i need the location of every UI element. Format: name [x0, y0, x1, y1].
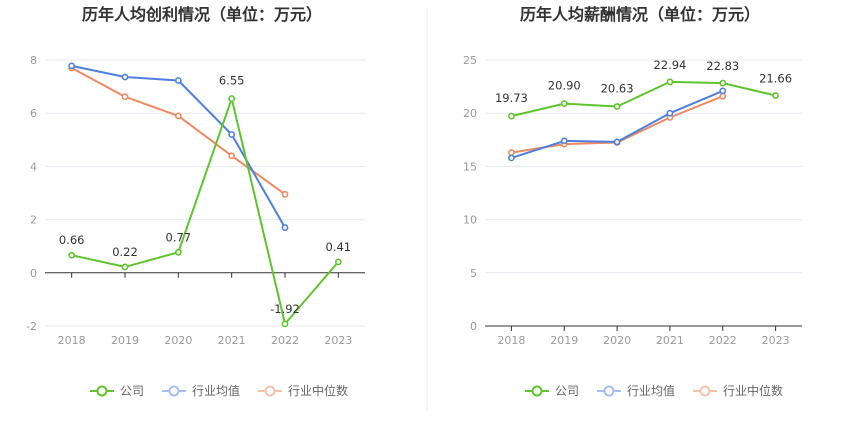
chart-title: 历年人均创利情况（单位：万元） [82, 5, 322, 24]
data-point [281, 320, 289, 328]
data-label: 0.66 [59, 233, 85, 247]
legend-marker [699, 385, 711, 397]
chart-2: 历年人均薪酬情况（单位：万元） 0 5 10 15 20 25 2018 2019 2020 202… [463, 5, 802, 398]
data-point [281, 224, 289, 231]
y-tick-label: 15 [463, 160, 477, 173]
data-point [772, 92, 779, 99]
x-tick-label: 2018 [497, 334, 525, 347]
data-label: 19.73 [495, 91, 528, 105]
data-point [666, 78, 674, 86]
y-tick-label: 8 [30, 54, 37, 67]
y-tick-label: 4 [30, 160, 37, 173]
chart-title: 历年人均薪酬情况（单位：万元） [520, 5, 760, 24]
data-label: 20.90 [548, 79, 581, 93]
data-label: 20.63 [601, 81, 634, 95]
y-tick-label: 0 [30, 267, 37, 280]
y-tick-label: 6 [30, 107, 37, 120]
series-line-1 [511, 80, 776, 118]
data-point [121, 93, 129, 101]
data-point [560, 100, 568, 108]
x-tick-label: 2019 [550, 334, 578, 347]
data-point [334, 258, 342, 266]
data-point [68, 62, 76, 70]
data-point [719, 87, 727, 95]
legend-item-3: 行业中位数 [258, 383, 348, 398]
legend-marker [264, 385, 276, 397]
y-tick-label: 25 [463, 54, 477, 67]
chart-1: 历年人均创利情况（单位：万元） -2 0 2 4 6 8 2018 2019 2020 2021 20… [26, 5, 365, 398]
series-line-2 [511, 89, 724, 159]
legend-marker [96, 385, 108, 397]
data-point [174, 112, 182, 120]
data-point [508, 149, 515, 156]
data-label: 22.94 [653, 58, 686, 72]
legend-label: 公司 [555, 384, 579, 398]
data-label: 0.77 [166, 230, 192, 244]
x-tick-label: 2022 [271, 334, 299, 347]
x-tick-label: 2023 [324, 334, 352, 347]
legend-item-3: 行业中位数 [693, 383, 783, 398]
data-point [121, 263, 129, 271]
x-tick-label: 2021 [656, 334, 684, 347]
legend-marker [168, 385, 180, 397]
legend-marker [603, 385, 615, 397]
data-point [613, 103, 621, 110]
y-tick-label: 10 [463, 214, 477, 227]
series-line-1 [71, 97, 340, 325]
data-point [174, 77, 182, 84]
data-point [121, 73, 129, 81]
y-tick-label: -2 [26, 320, 37, 333]
legend-label: 行业均值 [627, 383, 675, 398]
legend-item-2: 行业均值 [597, 383, 675, 398]
x-tick-label: 2021 [218, 334, 246, 347]
data-label: 0.41 [326, 240, 352, 254]
y-tick-label: 0 [470, 320, 477, 333]
data-point [666, 109, 674, 117]
x-tick-label: 2023 [762, 334, 790, 347]
data-point [228, 152, 236, 160]
legend-label: 行业中位数 [723, 383, 783, 398]
data-label: 6.55 [219, 74, 245, 88]
legend-item-1: 公司 [90, 384, 144, 398]
legend-item-2: 行业均值 [162, 383, 240, 398]
data-label: -1.92 [270, 302, 300, 316]
data-label: 0.22 [112, 245, 138, 259]
data-point [68, 251, 76, 259]
data-point [560, 137, 568, 145]
series-line-2 [71, 64, 286, 229]
data-point [228, 131, 236, 138]
x-tick-label: 2022 [709, 334, 737, 347]
data-point [719, 92, 727, 100]
legend-label: 公司 [120, 384, 144, 398]
data-label: 22.83 [706, 59, 739, 73]
x-tick-label: 2018 [58, 334, 86, 347]
x-tick-label: 2020 [603, 334, 631, 347]
data-point [281, 190, 289, 198]
data-label: 21.66 [759, 72, 792, 86]
series-line-3 [71, 67, 286, 196]
data-point [228, 95, 236, 102]
data-point [508, 112, 515, 120]
y-tick-label: 20 [463, 107, 477, 120]
legend-item-1: 公司 [525, 384, 579, 398]
data-point [613, 138, 621, 146]
data-point [174, 248, 182, 256]
legend-marker [531, 385, 543, 397]
data-point [508, 154, 515, 162]
x-tick-label: 2019 [111, 334, 139, 347]
data-point [719, 79, 727, 87]
y-tick-label: 5 [470, 267, 477, 280]
x-tick-label: 2020 [164, 334, 192, 347]
legend-label: 行业中位数 [288, 383, 348, 398]
y-tick-label: 2 [30, 214, 37, 227]
legend-label: 行业均值 [192, 383, 240, 398]
